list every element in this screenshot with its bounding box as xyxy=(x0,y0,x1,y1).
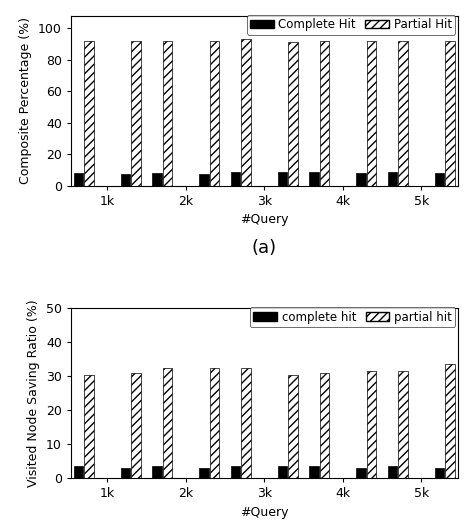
Bar xyxy=(132,373,141,478)
Bar xyxy=(356,468,366,478)
Bar xyxy=(231,173,240,186)
Bar xyxy=(152,466,162,478)
Bar xyxy=(398,41,408,186)
Bar xyxy=(435,173,444,186)
Bar xyxy=(210,368,219,478)
X-axis label: #Query: #Query xyxy=(240,506,288,519)
Bar xyxy=(288,374,298,478)
Bar xyxy=(288,42,298,186)
Bar xyxy=(74,173,84,186)
Bar xyxy=(388,466,397,478)
Bar xyxy=(445,41,455,186)
Bar xyxy=(388,173,397,186)
Bar xyxy=(320,41,329,186)
Bar xyxy=(84,41,94,186)
Text: (a): (a) xyxy=(252,239,277,256)
Bar xyxy=(398,371,408,478)
Bar xyxy=(356,173,366,186)
Bar xyxy=(445,365,455,478)
Bar xyxy=(200,174,209,186)
Bar xyxy=(210,41,219,186)
Bar xyxy=(121,174,130,186)
Legend: Complete Hit, Partial Hit: Complete Hit, Partial Hit xyxy=(246,15,455,35)
X-axis label: #Query: #Query xyxy=(240,213,288,226)
Bar xyxy=(278,466,287,478)
Bar xyxy=(152,173,162,186)
Bar xyxy=(132,41,141,186)
Bar xyxy=(278,173,287,186)
Bar xyxy=(241,39,251,186)
Bar xyxy=(163,41,172,186)
Bar xyxy=(74,466,84,478)
Bar xyxy=(241,368,251,478)
Bar xyxy=(163,368,172,478)
Legend: complete hit, partial hit: complete hit, partial hit xyxy=(250,307,455,327)
Bar xyxy=(84,374,94,478)
Y-axis label: Composite Percentage (%): Composite Percentage (%) xyxy=(19,17,33,184)
Bar xyxy=(367,371,376,478)
Bar xyxy=(320,373,329,478)
Bar xyxy=(435,468,444,478)
Bar xyxy=(367,41,376,186)
Bar xyxy=(309,173,319,186)
Bar xyxy=(200,468,209,478)
Y-axis label: Visited Node Saving Ratio (%): Visited Node Saving Ratio (%) xyxy=(27,300,40,487)
Bar xyxy=(309,466,319,478)
Bar xyxy=(231,466,240,478)
Bar xyxy=(121,468,130,478)
